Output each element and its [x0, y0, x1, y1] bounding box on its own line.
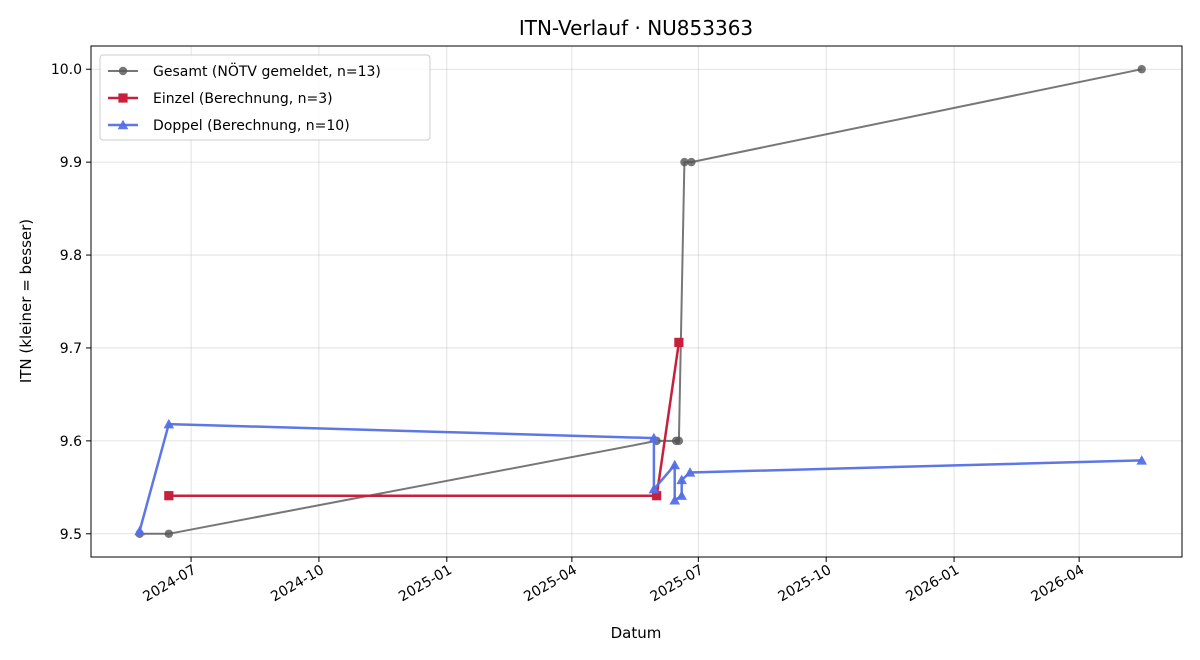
data-point	[648, 432, 660, 443]
x-axis-label: Datum	[611, 624, 662, 642]
y-tick-label: 9.5	[60, 527, 82, 543]
legend-item: Einzel (Berechnung, n=3)	[108, 91, 333, 107]
data-point	[669, 495, 681, 505]
data-point	[1136, 455, 1147, 465]
data-point	[674, 337, 684, 347]
data-point	[164, 491, 174, 501]
data-point	[652, 491, 662, 501]
y-axis: 9.5 9.6 9.7 9.8 9.9 10.0	[51, 62, 91, 543]
y-tick-label: 10.0	[51, 62, 82, 78]
y-tick-label: 9.6	[60, 434, 82, 450]
data-point	[648, 483, 660, 494]
legend: Gesamt (NÖTV gemeldet, n=13) Einzel (Bere…	[99, 54, 431, 141]
data-point	[684, 467, 696, 477]
data-point	[1137, 65, 1146, 74]
legend-label: Einzel (Berechnung, n=3)	[153, 91, 333, 107]
data-point	[674, 436, 684, 446]
chart-title: ITN-Verlauf · NU853363	[519, 16, 753, 40]
series-3	[134, 418, 1147, 536]
y-tick-label: 9.7	[60, 341, 82, 357]
y-tick-label: 9.8	[60, 248, 82, 264]
legend-label: Gesamt (NÖTV gemeldet, n=13)	[153, 62, 381, 80]
series-layer	[134, 65, 1147, 538]
y-tick-label: 9.9	[60, 155, 82, 171]
data-point	[669, 459, 681, 470]
legend-marker	[118, 93, 128, 103]
data-point	[164, 529, 174, 538]
legend-box	[99, 54, 431, 141]
data-point	[676, 474, 687, 485]
legend-label: Doppel (Berechnung, n=10)	[153, 118, 350, 134]
series-2	[164, 337, 684, 501]
legend-marker	[118, 66, 128, 76]
legend-item: Doppel (Berechnung, n=10)	[108, 118, 350, 134]
data-point	[134, 525, 145, 536]
legend-item: Gesamt (NÖTV gemeldet, n=13)	[108, 62, 381, 80]
data-point	[687, 157, 696, 167]
y-axis-label: ITN (kleiner = besser)	[17, 219, 35, 383]
plot-frame	[90, 45, 1183, 558]
data-point	[163, 418, 175, 429]
data-point	[680, 157, 689, 167]
data-point	[676, 490, 687, 500]
legend-marker	[117, 119, 129, 130]
